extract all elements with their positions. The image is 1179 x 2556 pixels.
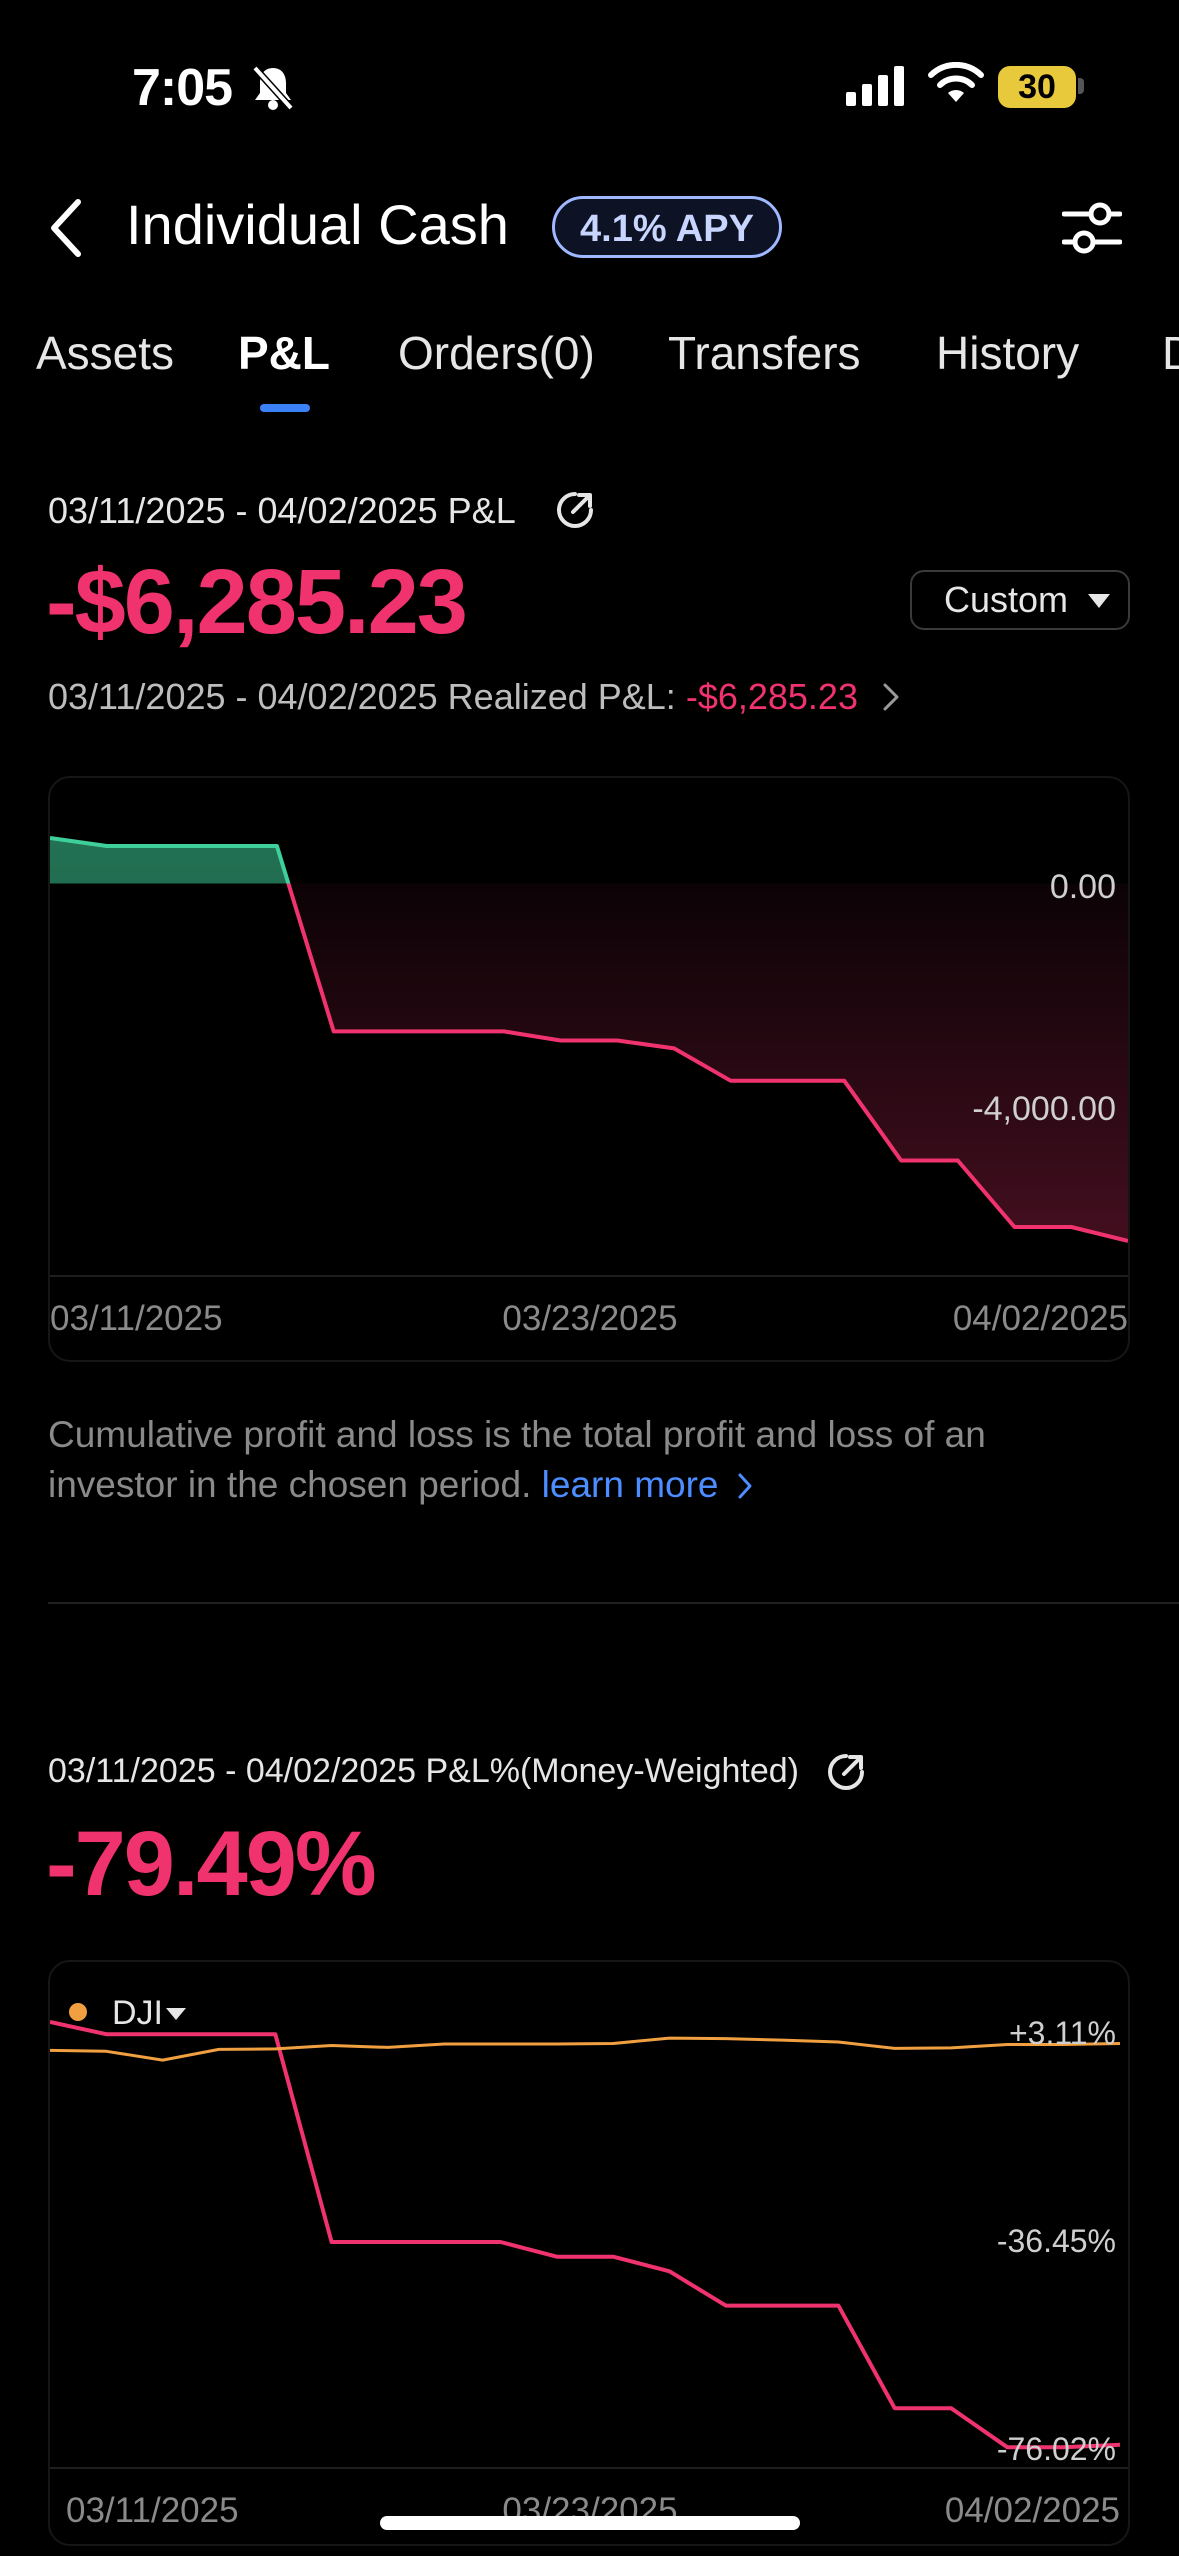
pnl-pct-period-label: 03/11/2025 - 04/02/2025 P&L%(Money-Weigh…: [48, 1752, 800, 1790]
pnl-line-negative: [286, 883, 1128, 1243]
legend-label: DJI: [112, 1994, 163, 2032]
wifi-icon: [928, 61, 984, 111]
x-tick-label: 03/23/2025: [502, 1299, 677, 1338]
pnl-pct-value: -79.49%: [46, 1813, 377, 1915]
chevron-right-icon: [883, 683, 899, 711]
apy-badge[interactable]: 4.1% APY: [552, 196, 782, 258]
share-icon[interactable]: [555, 490, 595, 535]
y-tick-label: +3.11%: [1009, 2015, 1116, 2051]
range-dropdown-label: Custom: [944, 579, 1069, 620]
pnl-description-text: Cumulative profit and loss is the total …: [48, 1414, 986, 1505]
y-tick-label: -76.02%: [997, 2431, 1116, 2467]
tab-pnl[interactable]: P&L: [238, 327, 330, 379]
pnl-period-label: 03/11/2025 - 04/02/2025 P&L: [48, 490, 516, 531]
benchmark-line: [49, 2036, 1121, 2062]
tab-assets[interactable]: Assets: [36, 327, 175, 379]
pnl-chart[interactable]: 0.00 -4,000.00 03/11/2025 03/23/2025 04/…: [50, 778, 1128, 1360]
learn-more-link[interactable]: learn more: [542, 1464, 753, 1505]
cellular-signal-icon: [846, 66, 908, 111]
tab-more[interactable]: D: [1162, 327, 1179, 379]
battery-cap: [1078, 78, 1084, 94]
pnl-pct-line: [49, 2020, 1121, 2450]
caret-down-icon: [1088, 594, 1110, 608]
x-tick-label: 03/11/2025: [66, 2491, 239, 2530]
x-tick-label: 04/02/2025: [945, 2491, 1120, 2530]
chevron-right-icon: [738, 1473, 752, 1499]
active-tab-indicator: [260, 404, 310, 412]
status-time: 7:05: [132, 59, 233, 117]
share-icon[interactable]: [826, 1752, 866, 1797]
silent-bell-icon: [250, 64, 296, 117]
pnl-pct-chart[interactable]: DJI +3.11% -36.45% -76.02% 03/11/2025 03…: [49, 1962, 1128, 2544]
x-tick-label: 03/11/2025: [50, 1299, 223, 1338]
legend-dot: [69, 2003, 87, 2021]
caret-down-icon: [166, 2008, 186, 2020]
y-tick-label: 0.00: [1050, 868, 1116, 906]
learn-more-label: learn more: [541, 1464, 719, 1505]
y-tick-label: -36.45%: [997, 2223, 1116, 2259]
tab-history[interactable]: History: [936, 327, 1080, 379]
pnl-pct-chart-card: DJI +3.11% -36.45% -76.02% 03/11/2025 03…: [48, 1960, 1130, 2546]
pnl-line-positive: [50, 836, 291, 884]
tab-transfers[interactable]: Transfers: [668, 327, 861, 379]
pnl-value: -$6,285.23: [46, 551, 468, 653]
tab-orders[interactable]: Orders(0): [398, 327, 595, 379]
range-dropdown[interactable]: Custom: [910, 570, 1130, 630]
filter-settings-icon[interactable]: [1061, 200, 1123, 261]
positive-area: [50, 838, 289, 884]
battery-icon: 30: [998, 66, 1076, 108]
realized-pnl-label: 03/11/2025 - 04/02/2025 Realized P&L:: [48, 676, 676, 717]
realized-pnl-row[interactable]: 03/11/2025 - 04/02/2025 Realized P&L: -$…: [48, 676, 900, 718]
section-divider: [48, 1602, 1179, 1604]
y-tick-label: -4,000.00: [972, 1090, 1116, 1128]
account-title[interactable]: Individual Cash: [126, 193, 509, 256]
pnl-description: Cumulative profit and loss is the total …: [48, 1410, 1108, 1510]
realized-pnl-value: -$6,285.23: [685, 676, 858, 717]
tab-bar: Assets P&L Orders(0) Transfers History D: [0, 326, 1179, 416]
negative-area: [50, 883, 1128, 1241]
back-icon[interactable]: [48, 198, 84, 263]
benchmark-selector[interactable]: DJI: [69, 1994, 186, 2032]
x-tick-label: 04/02/2025: [953, 1299, 1128, 1338]
pnl-chart-card: 0.00 -4,000.00 03/11/2025 03/23/2025 04/…: [48, 776, 1130, 1362]
home-indicator: [380, 2516, 800, 2530]
